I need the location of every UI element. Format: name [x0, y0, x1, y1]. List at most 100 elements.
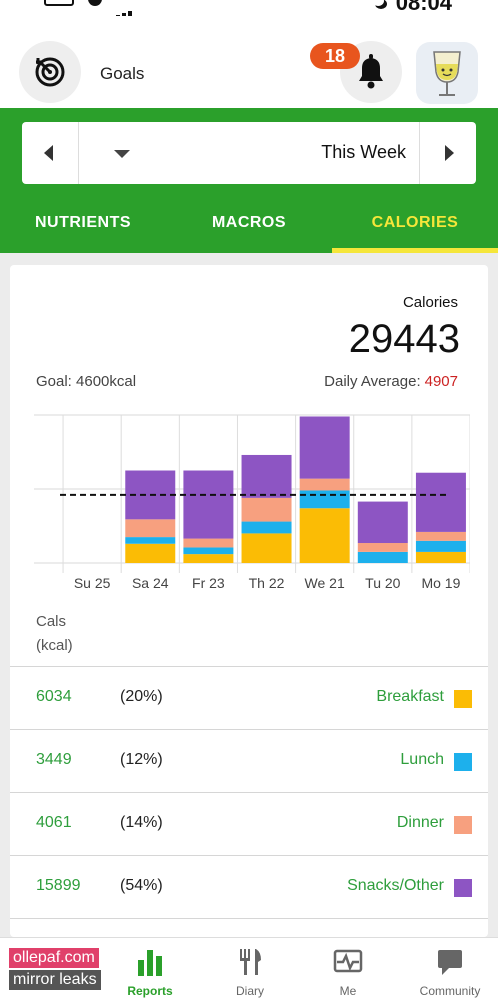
chart-bar-segment	[183, 538, 234, 548]
chart-bar-segment	[125, 543, 176, 563]
chevron-down-icon[interactable]	[114, 150, 130, 158]
goal-text: Goal: 4600kcal	[36, 373, 137, 390]
x-tick-label: Tu 20	[365, 575, 400, 591]
nav-diary[interactable]: Diary	[200, 938, 300, 1004]
x-tick-label: Fr 23	[192, 575, 225, 591]
avatar[interactable]	[416, 42, 478, 104]
chart-bar-segment	[183, 554, 234, 563]
chart-bar-segment	[241, 521, 292, 534]
chart-bar-segment	[357, 501, 408, 544]
bar-chart-icon	[138, 950, 162, 976]
meal-name: Dinner	[396, 814, 444, 831]
chat-icon	[438, 950, 462, 975]
battery-icon	[44, 0, 74, 6]
calories-card: Calories 29443 Daily Average: 4907 Goal: …	[10, 265, 488, 937]
cals-unit-label: Cals (kcal)	[36, 610, 116, 658]
chart-bar-segment	[299, 478, 350, 491]
x-tick-label: We 21	[305, 575, 345, 591]
list-item[interactable]: Dinner (14%) 4061	[10, 792, 488, 855]
legend-swatch	[454, 753, 472, 771]
x-tick-label: Mo 19	[421, 575, 460, 591]
list-item[interactable]: Breakfast (20%) 6034	[10, 666, 488, 729]
divider	[78, 122, 79, 184]
tab-nutrients[interactable]: NUTRIENTS	[34, 214, 132, 231]
nav-label: Me	[339, 984, 357, 998]
nav-label: Reports	[127, 984, 173, 998]
chart-bar-segment	[357, 543, 408, 552]
chart-bar-segment	[415, 472, 466, 532]
meal-name: Snacks/Other	[347, 877, 444, 894]
previous-week-icon[interactable]	[44, 145, 53, 161]
cals-label-line1: Cals	[36, 613, 67, 630]
goals-button[interactable]	[19, 41, 81, 103]
bell-icon	[359, 54, 383, 89]
do-not-disturb-icon	[372, 0, 384, 6]
summary-title: Calories	[402, 294, 458, 311]
nav-label: Diary	[235, 984, 264, 998]
chart-bar-segment	[415, 540, 466, 552]
notifications-button[interactable]	[340, 41, 402, 103]
week-label[interactable]: This Week	[321, 142, 406, 162]
list-item[interactable]: Lunch (12%) 3449	[10, 729, 488, 792]
daily-average: Daily Average: 4907	[324, 373, 458, 390]
chart-bar-segment	[415, 551, 466, 563]
list-item[interactable]: Snacks/Other (54%) 15899	[10, 855, 488, 918]
chart-bar-segment	[299, 416, 350, 479]
list-divider	[10, 918, 488, 937]
nav-label: Community	[419, 984, 481, 998]
daily-average-value: 4907	[424, 373, 458, 390]
tab-macros[interactable]: MACROS	[211, 214, 287, 231]
status-time: 08:04	[395, 0, 452, 15]
meal-value: 4061	[36, 814, 72, 831]
daily-average-label: Daily Average:	[324, 373, 421, 390]
meal-percent: (12%)	[120, 751, 163, 768]
chart-bar-segment	[299, 490, 350, 509]
nav-community[interactable]: Community	[400, 938, 498, 1004]
nav-me[interactable]: Me	[298, 938, 398, 1004]
chart-bar-segment	[241, 533, 292, 563]
notification-badge: 18	[310, 43, 360, 69]
chart-bar-segment	[183, 470, 234, 539]
chart-bar-segment	[241, 454, 292, 498]
nav-reports[interactable]: Reports	[100, 938, 200, 1004]
x-tick-label: Th 22	[249, 575, 285, 591]
meal-name: Breakfast	[376, 688, 444, 705]
watermark-line2: mirror leaks	[9, 970, 101, 990]
fork-knife-icon	[240, 949, 261, 975]
legend-swatch	[454, 816, 472, 834]
wifi-icon	[88, 0, 102, 6]
meal-name: Lunch	[400, 751, 444, 768]
target-icon	[35, 57, 65, 87]
app-header: Goals 18	[0, 16, 498, 108]
week-selector: This Week	[22, 122, 476, 184]
divider	[419, 122, 420, 184]
meal-percent: (14%)	[120, 814, 163, 831]
chart-bar-segment	[357, 551, 408, 563]
chart-bar-segment	[125, 519, 176, 538]
meal-percent: (20%)	[120, 688, 163, 705]
cals-label-line2: (kcal)	[36, 637, 73, 654]
watermark-line1: ollepaf.com	[9, 948, 99, 968]
heart-pulse-icon	[333, 949, 363, 973]
tab-calories[interactable]: CALORIES	[332, 200, 498, 253]
meal-percent: (54%)	[120, 877, 163, 894]
meal-value: 3449	[36, 751, 72, 768]
meal-value: 15899	[36, 877, 81, 894]
legend-swatch	[454, 879, 472, 897]
calories-chart: Mo 19 Tu 20 We 21 Th 22 Fr 23 Sa 24 Su 25	[34, 414, 470, 591]
x-tick-label: Su 25	[74, 575, 111, 591]
legend-swatch	[454, 690, 472, 708]
reports-toolbar: This Week NUTRIENTS MACROS CALORIES	[0, 108, 498, 253]
watermark: ollepaf.com mirror leaks	[9, 948, 109, 992]
meal-value: 6034	[36, 688, 72, 705]
x-tick-label: Sa 24	[132, 575, 169, 591]
chart-bar-segment	[183, 547, 234, 555]
chart-bar-segment	[241, 497, 292, 522]
chart-bar-segment	[299, 508, 350, 563]
chart-bar-segment	[415, 531, 466, 541]
goals-label[interactable]: Goals	[100, 64, 145, 83]
chart-bar-segment	[125, 537, 176, 544]
next-week-icon[interactable]	[445, 145, 454, 161]
wine-glass-icon	[433, 51, 461, 96]
signal-icon	[116, 0, 138, 18]
